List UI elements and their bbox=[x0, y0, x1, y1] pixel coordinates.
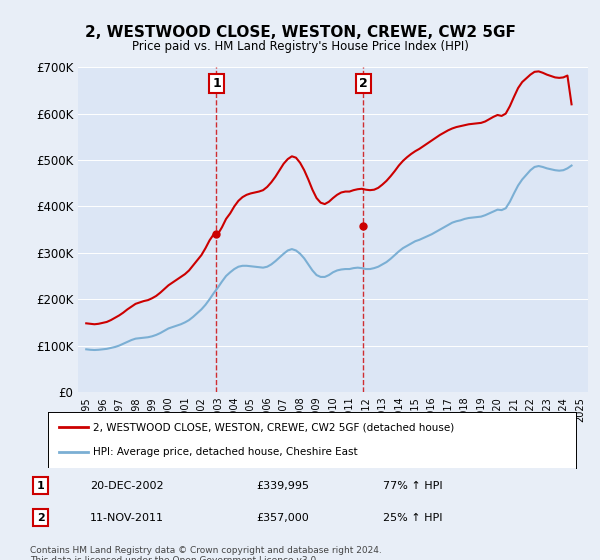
Text: Contains HM Land Registry data © Crown copyright and database right 2024.
This d: Contains HM Land Registry data © Crown c… bbox=[30, 546, 382, 560]
Text: HPI: Average price, detached house, Cheshire East: HPI: Average price, detached house, Ches… bbox=[93, 447, 358, 457]
Text: 25% ↑ HPI: 25% ↑ HPI bbox=[383, 513, 442, 523]
Text: £339,995: £339,995 bbox=[256, 480, 309, 491]
Text: 2, WESTWOOD CLOSE, WESTON, CREWE, CW2 5GF: 2, WESTWOOD CLOSE, WESTON, CREWE, CW2 5G… bbox=[85, 25, 515, 40]
Text: 77% ↑ HPI: 77% ↑ HPI bbox=[383, 480, 442, 491]
Text: 11-NOV-2011: 11-NOV-2011 bbox=[90, 513, 164, 523]
Text: 2: 2 bbox=[359, 77, 368, 90]
Text: Price paid vs. HM Land Registry's House Price Index (HPI): Price paid vs. HM Land Registry's House … bbox=[131, 40, 469, 53]
Text: 1: 1 bbox=[37, 480, 44, 491]
Text: 1: 1 bbox=[212, 77, 221, 90]
Text: £357,000: £357,000 bbox=[256, 513, 308, 523]
Text: 2: 2 bbox=[37, 513, 44, 523]
Text: 20-DEC-2002: 20-DEC-2002 bbox=[90, 480, 164, 491]
Text: 2, WESTWOOD CLOSE, WESTON, CREWE, CW2 5GF (detached house): 2, WESTWOOD CLOSE, WESTON, CREWE, CW2 5G… bbox=[93, 422, 454, 432]
